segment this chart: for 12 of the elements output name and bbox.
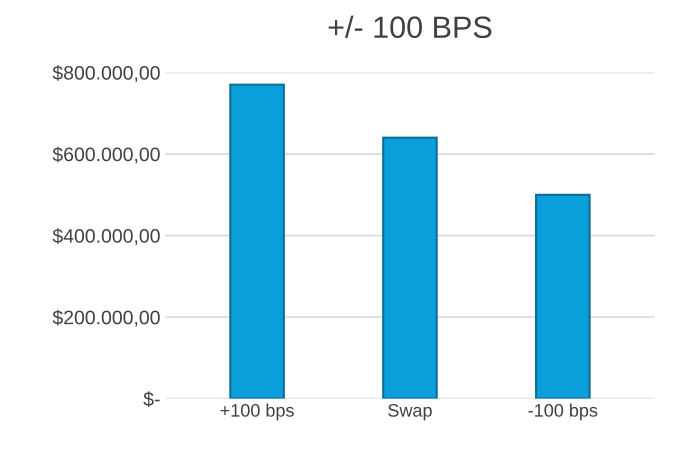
x-tick-label: Swap bbox=[388, 404, 432, 420]
chart-title: +/- 100 BPS bbox=[328, 16, 492, 38]
y-tick-label: $800.000,00 bbox=[52, 65, 160, 82]
x-tick-label: +100 bps bbox=[220, 404, 294, 420]
bar bbox=[535, 194, 591, 399]
y-tick-label: $200.000,00 bbox=[52, 310, 160, 327]
y-tick-label: $- bbox=[143, 391, 160, 408]
y-tick-label: $400.000,00 bbox=[52, 228, 160, 246]
bar bbox=[382, 136, 438, 399]
y-tick-label: $600.000,00 bbox=[52, 146, 160, 164]
x-tick-label: -100 bps bbox=[528, 404, 598, 420]
bar bbox=[229, 84, 285, 399]
